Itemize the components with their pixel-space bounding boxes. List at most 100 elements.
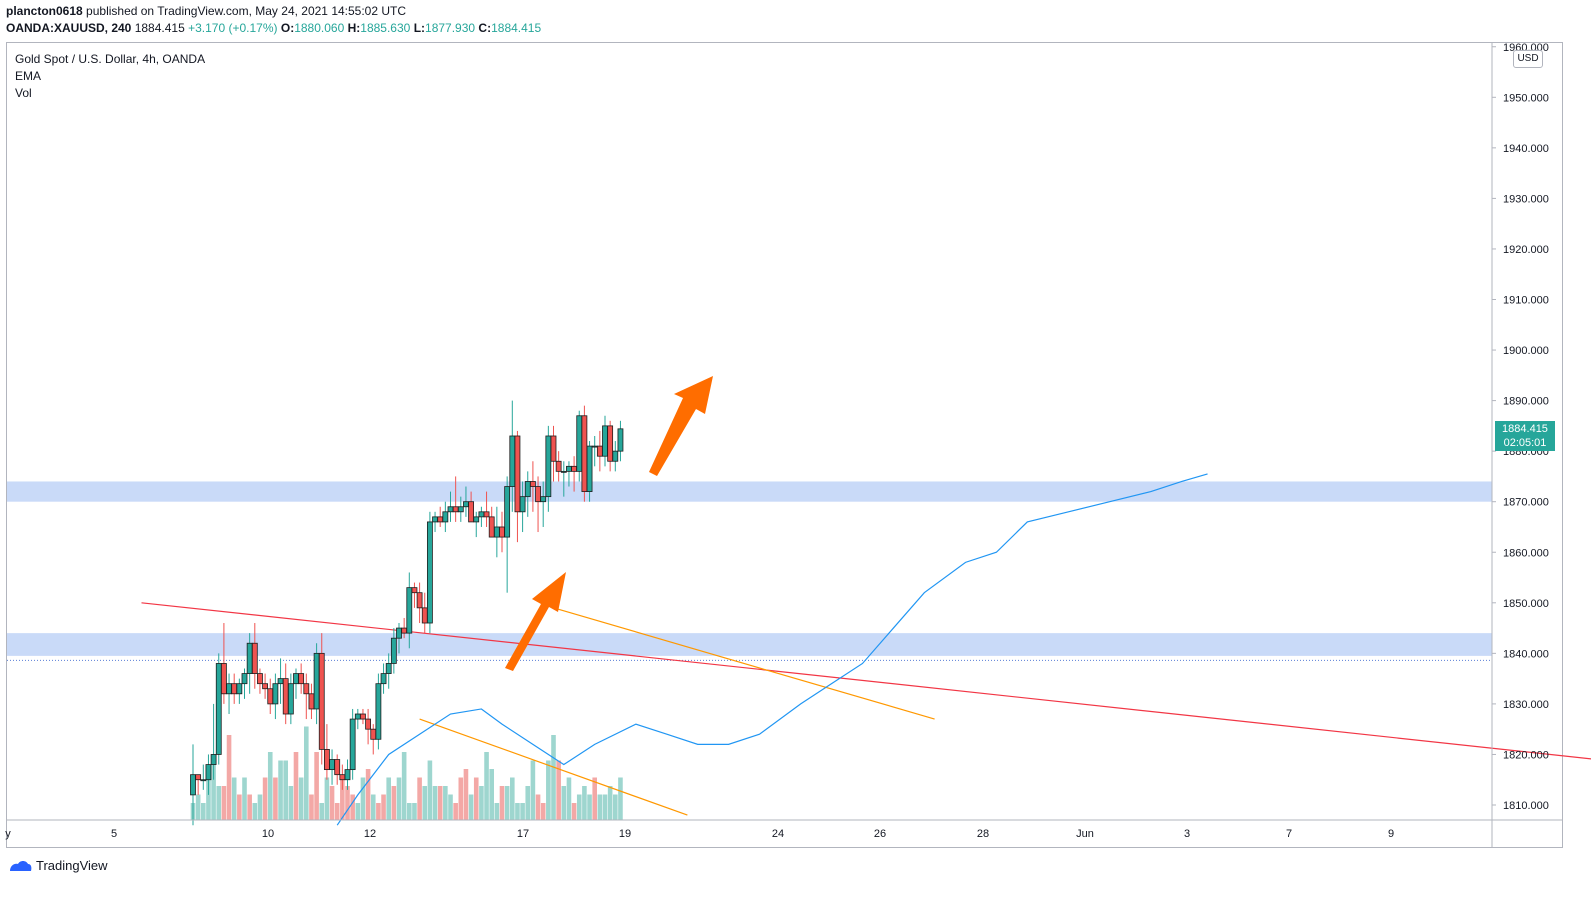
publish-info: published on TradingView.com, May 24, 20…	[86, 4, 407, 18]
volume-bar	[278, 760, 283, 820]
volume-bar	[206, 777, 211, 820]
volume-bar	[613, 794, 618, 820]
candle	[308, 683, 315, 720]
last-price: 1884.415	[134, 21, 185, 35]
volume-bar	[304, 726, 309, 820]
legend-ema[interactable]: EMA	[15, 69, 42, 83]
candle-body	[555, 460, 562, 472]
candle-body	[246, 642, 253, 674]
candle	[215, 653, 222, 765]
volume-bar	[231, 777, 237, 820]
volume-bar	[267, 752, 273, 820]
candle	[262, 673, 269, 699]
candle-body	[241, 673, 248, 685]
candle-body	[354, 713, 361, 720]
candle	[329, 749, 335, 785]
candle-body	[370, 728, 377, 740]
candle-body	[411, 587, 418, 594]
candle-body	[401, 627, 408, 634]
footer-brand[interactable]: TradingView	[8, 858, 108, 873]
volume-bar	[592, 777, 597, 820]
candle-body	[318, 652, 325, 750]
chart-frame[interactable]	[6, 42, 1563, 848]
volume-bar	[602, 794, 608, 820]
candle	[560, 461, 567, 497]
volume-bar	[556, 760, 561, 820]
candle	[241, 668, 248, 699]
volume-bar	[283, 760, 288, 820]
volume-bar	[510, 777, 515, 820]
price-tick-label: 1920.000	[1503, 244, 1549, 256]
candle-body	[385, 663, 392, 674]
volume-bar	[288, 786, 294, 820]
candle	[535, 476, 541, 533]
candle-body	[524, 481, 531, 498]
volume-bar	[314, 752, 319, 820]
candle-body	[257, 673, 263, 685]
volume-bar	[607, 786, 613, 820]
volume-bar	[201, 803, 206, 820]
candle-body	[329, 759, 335, 771]
candle-body	[298, 673, 305, 685]
volume-bar	[401, 752, 407, 820]
publisher-name[interactable]: plancton0618	[6, 4, 83, 18]
support-zone	[7, 633, 1492, 656]
candle-body	[478, 511, 485, 518]
time-tick-label: 26	[874, 828, 886, 840]
volume-bar	[494, 803, 500, 820]
candle-body	[406, 587, 413, 634]
candle	[581, 405, 588, 502]
candle-body	[365, 718, 372, 730]
candle-body	[499, 526, 505, 538]
time-tick-label: 10	[262, 828, 274, 840]
publish-line: plancton0618 published on TradingView.co…	[6, 4, 406, 18]
candle	[267, 678, 274, 715]
volume-bar	[360, 777, 366, 820]
time-tick-label: 17	[517, 828, 529, 840]
open-value: 1880.060	[294, 21, 345, 35]
candle	[596, 430, 603, 472]
candle-body	[586, 445, 593, 492]
candle-body	[282, 678, 289, 715]
volume-bar	[587, 794, 592, 820]
price-tick-label: 1860.000	[1503, 547, 1549, 559]
candle-body	[612, 450, 619, 462]
candle-body	[493, 526, 500, 538]
candle-body	[571, 465, 577, 472]
legend-title[interactable]: Gold Spot / U.S. Dollar, 4h, OANDA	[15, 52, 206, 66]
volume-bar	[412, 803, 417, 820]
candle-body	[344, 769, 351, 781]
currency-label[interactable]: USD	[1513, 50, 1543, 68]
candle-body	[432, 516, 438, 523]
candle-body	[576, 415, 583, 472]
volume-bar	[216, 786, 222, 820]
legend-vol[interactable]: Vol	[15, 86, 32, 100]
upward-arrow	[649, 376, 713, 476]
volume-bar	[453, 803, 458, 820]
volume-bar	[221, 786, 227, 820]
time-tick-label: 9	[1388, 828, 1394, 840]
volume-bar	[309, 794, 314, 820]
volume-bar	[427, 760, 433, 820]
candle	[514, 430, 521, 543]
time-tick-label: Jun	[1076, 828, 1094, 840]
candle-body	[313, 652, 320, 710]
candle-body	[591, 445, 598, 448]
candle	[406, 572, 413, 649]
candle	[220, 623, 227, 704]
current-price-tag: 1884.415 02:05:01	[1495, 421, 1555, 451]
volume-bar	[576, 794, 582, 820]
volume-bar	[257, 794, 263, 820]
volume-bar	[597, 794, 603, 820]
candle	[524, 471, 531, 517]
candle	[313, 643, 320, 725]
candle-body	[437, 516, 444, 523]
candle-body	[215, 663, 222, 755]
candle-body	[535, 486, 541, 503]
candle-body	[210, 754, 217, 765]
volume-bar	[370, 794, 376, 820]
candle	[195, 774, 202, 795]
volume-bar	[407, 803, 412, 820]
candle-body	[334, 759, 341, 776]
